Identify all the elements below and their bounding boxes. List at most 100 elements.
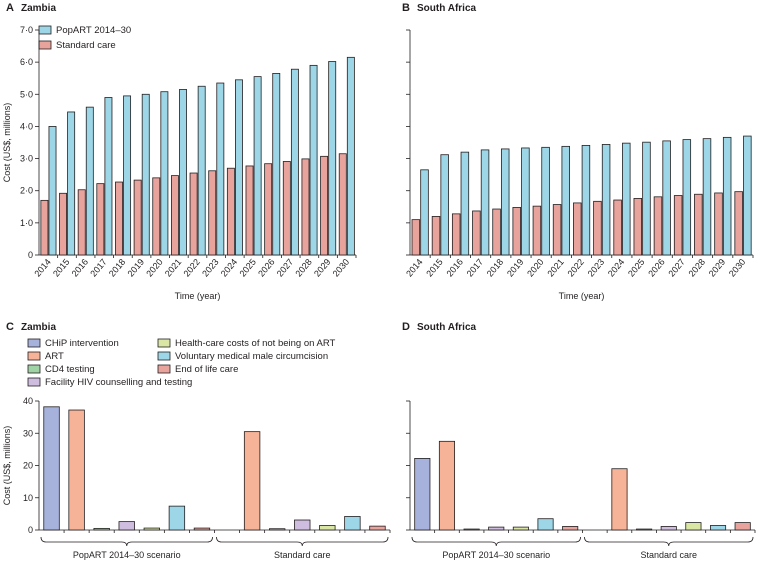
chart-b-bar-standard-care-2028 <box>694 193 703 256</box>
chart-b-x-tick-label-2026: 2026 <box>646 257 667 279</box>
panel-title-b: South Africa <box>417 3 477 14</box>
chart-a-bar-popart-2018 <box>123 95 132 256</box>
panel-title-d: South Africa <box>417 322 477 333</box>
chart-a-x-tick-label-2015: 2015 <box>51 257 72 279</box>
chart-b-bar-popart-2016 <box>460 151 470 256</box>
chart-b-bar-standard-care-2014 <box>411 219 421 256</box>
chart-b-x-tick-label-2017: 2017 <box>465 257 486 279</box>
chart-d-bar-eol-group2 <box>734 522 751 531</box>
chart-b-bar-standard-care-2022 <box>573 202 582 256</box>
legend-label-eol: End of life care <box>175 364 238 375</box>
chart-a-x-axis-title: Time (year) <box>175 291 221 301</box>
chart-b-bar-popart-2027 <box>682 139 692 256</box>
chart-b-bar-popart-2025 <box>642 141 651 256</box>
chart-a-x-tick-label-2017: 2017 <box>88 257 109 279</box>
chart-a-y-tick-label: 5·0 <box>20 89 33 99</box>
chart-b-bar-popart-2029 <box>722 136 732 256</box>
chart-b-bar-standard-care-2018 <box>492 208 501 256</box>
chart-b-x-tick-label-2027: 2027 <box>666 257 687 279</box>
chart-c-y-tick-label: 20 <box>23 461 33 471</box>
chart-d-group-bracket-1 <box>411 536 581 547</box>
chart-a-bar-popart-2030 <box>346 56 355 256</box>
chart-c-bar-vmmc-group2 <box>344 516 361 531</box>
legend-swatch-standard-care <box>38 40 52 50</box>
chart-b-bar-standard-care-2029 <box>714 192 723 256</box>
chart-a-y-tick-label: 1·0 <box>20 218 33 228</box>
chart-d-cost-components-south-africa: PopART 2014–30 scenario Standard care <box>406 400 756 560</box>
chart-a-y-axis-title: Cost (US$, millions) <box>2 103 12 183</box>
chart-a-bar-standard-care-2019 <box>133 179 142 256</box>
chart-a-bar-popart-2019 <box>141 93 150 256</box>
chart-c-bar-not_on_art-group1 <box>143 527 160 531</box>
chart-a-x-tick-label-2019: 2019 <box>126 257 147 279</box>
chart-a-y-tick-label: 0 <box>28 250 33 260</box>
chart-c-bar-cd4-group2 <box>269 528 286 531</box>
panel-a-heading: A Zambia <box>6 2 56 14</box>
chart-c-group-bracket-2 <box>216 536 389 547</box>
legend-label-popart: PopART 2014–30 <box>56 25 131 36</box>
chart-b-bar-popart-2021 <box>561 145 570 256</box>
legend-top: PopART 2014–30 Standard care <box>38 25 131 51</box>
legend-swatch-cd4 <box>27 364 41 374</box>
chart-a-x-tick-label-2027: 2027 <box>275 257 296 279</box>
legend-bottom: CHiP intervention ART CD4 testing Facili… <box>27 338 336 388</box>
chart-a-bar-standard-care-2026 <box>264 163 273 256</box>
chart-d-bar-art-group1 <box>438 440 456 531</box>
chart-b-x-tick-label-2019: 2019 <box>505 257 526 279</box>
chart-b-bar-popart-2020 <box>541 146 550 256</box>
chart-a-x-tick-label-2028: 2028 <box>293 257 314 279</box>
chart-c-bar-cd4-group1 <box>93 527 110 531</box>
chart-a-bar-standard-care-2015 <box>59 192 67 256</box>
chart-a-bar-standard-care-2029 <box>320 155 329 256</box>
chart-b-bar-popart-2019 <box>521 147 530 256</box>
chart-d-bar-chip-group1 <box>414 458 431 531</box>
chart-a-bar-standard-care-2021 <box>170 175 179 256</box>
chart-b-bar-standard-care-2030 <box>734 191 743 256</box>
chart-c-group-label-1: PopART 2014–30 scenario <box>73 550 181 560</box>
chart-a-bar-standard-care-2030 <box>338 153 347 256</box>
chart-c-bar-hct-group1 <box>118 521 135 531</box>
chart-a-bar-standard-care-2022 <box>189 172 198 256</box>
chart-a-bar-popart-2029 <box>328 61 337 256</box>
chart-a-bar-standard-care-2018 <box>115 181 123 256</box>
chart-a-bar-standard-care-2020 <box>152 177 161 256</box>
chart-b-bar-standard-care-2017 <box>472 210 481 256</box>
chart-d-group-bracket-2 <box>584 536 754 547</box>
panel-title-a: Zambia <box>21 3 56 14</box>
chart-a-x-tick-label-2024: 2024 <box>219 257 240 279</box>
chart-a-bar-popart-2027 <box>290 68 299 256</box>
chart-a-bar-standard-care-2017 <box>96 183 105 256</box>
chart-d-group-label-1: PopART 2014–30 scenario <box>442 550 550 560</box>
chart-a-bar-popart-2025 <box>253 76 262 256</box>
chart-c-group-label-2: Standard care <box>274 550 331 560</box>
chart-a-bar-popart-2023 <box>216 82 225 256</box>
legend-swatch-art <box>27 351 41 361</box>
chart-a-bar-popart-2016 <box>85 106 94 256</box>
chart-a-bar-standard-care-2028 <box>301 158 310 256</box>
chart-d-bar-art-group2 <box>611 468 628 531</box>
chart-a-y-tick-label: 2·0 <box>20 186 33 196</box>
chart-b-x-tick-label-2022: 2022 <box>565 257 586 279</box>
legend-swatch-not-on-art <box>157 338 171 348</box>
chart-b-bar-popart-2024 <box>622 142 631 256</box>
chart-b-x-tick-label-2018: 2018 <box>485 257 506 279</box>
chart-b-x-tick-label-2029: 2029 <box>707 257 728 279</box>
legend-label-art: ART <box>45 351 64 362</box>
chart-a-x-tick-label-2026: 2026 <box>256 257 277 279</box>
chart-c-bar-eol-group2 <box>369 525 386 531</box>
chart-a-bar-popart-2022 <box>197 85 206 256</box>
panel-letter-a: A <box>6 2 14 14</box>
chart-a-bar-standard-care-2024 <box>226 167 235 256</box>
panel-c-heading: C Zambia <box>6 321 56 333</box>
chart-b-bar-standard-care-2015 <box>431 216 441 256</box>
chart-d-bar-not_on_art-group1 <box>512 526 529 531</box>
chart-b-bar-popart-2028 <box>702 138 712 256</box>
chart-c-group-bracket-1 <box>40 536 213 547</box>
chart-a-x-tick-label-2020: 2020 <box>144 257 165 279</box>
chart-d-bar-eol-group1 <box>562 526 579 531</box>
legend-swatch-hct <box>27 377 41 387</box>
chart-b-x-tick-label-2020: 2020 <box>525 257 546 279</box>
chart-a-bar-popart-2020 <box>160 91 169 256</box>
panel-letter-d: D <box>402 321 410 333</box>
chart-b-bar-standard-care-2027 <box>673 195 683 256</box>
